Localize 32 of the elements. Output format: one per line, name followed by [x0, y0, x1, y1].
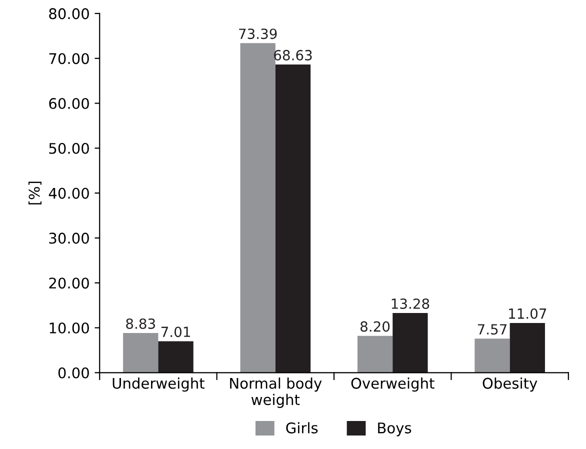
data-label: 13.28 — [392, 298, 430, 309]
legend-label: Girls — [286, 422, 318, 434]
bar — [510, 322, 545, 373]
y-tick-label: 70.00 — [49, 53, 89, 64]
data-label: 7.57 — [478, 324, 507, 335]
x-tick-label: Normal body weight — [230, 378, 322, 408]
bar — [392, 313, 428, 373]
data-label: 68.63 — [274, 50, 312, 60]
bar — [158, 341, 194, 373]
y-tick-label: 60.00 — [49, 98, 89, 110]
bar — [474, 338, 510, 373]
data-label: 11.07 — [509, 308, 546, 319]
data-label: 73.39 — [239, 28, 277, 40]
y-tick-label: 80.00 — [49, 8, 89, 20]
data-label: 7.01 — [161, 326, 190, 338]
bar — [123, 333, 158, 373]
legend-label: Boys — [378, 422, 412, 436]
data-label: 8.20 — [360, 321, 390, 332]
bar — [240, 43, 276, 373]
data-label: 8.83 — [126, 318, 155, 329]
bar — [357, 336, 393, 373]
y-tick-label: 10.00 — [50, 322, 89, 334]
x-tick-label: Overweight — [351, 378, 434, 392]
y-tick-label: 50.00 — [49, 142, 89, 154]
x-tick-label: Underweight — [112, 378, 205, 392]
y-tick-label: 20.00 — [49, 278, 89, 289]
y-axis-title: [%] — [28, 182, 42, 204]
y-tick-label: 0.00 — [58, 367, 89, 378]
bar — [275, 64, 311, 373]
x-tick-label: Obesity — [482, 378, 538, 392]
y-tick-label: 30.00 — [49, 232, 89, 244]
y-tick-label: 40.00 — [48, 188, 89, 199]
